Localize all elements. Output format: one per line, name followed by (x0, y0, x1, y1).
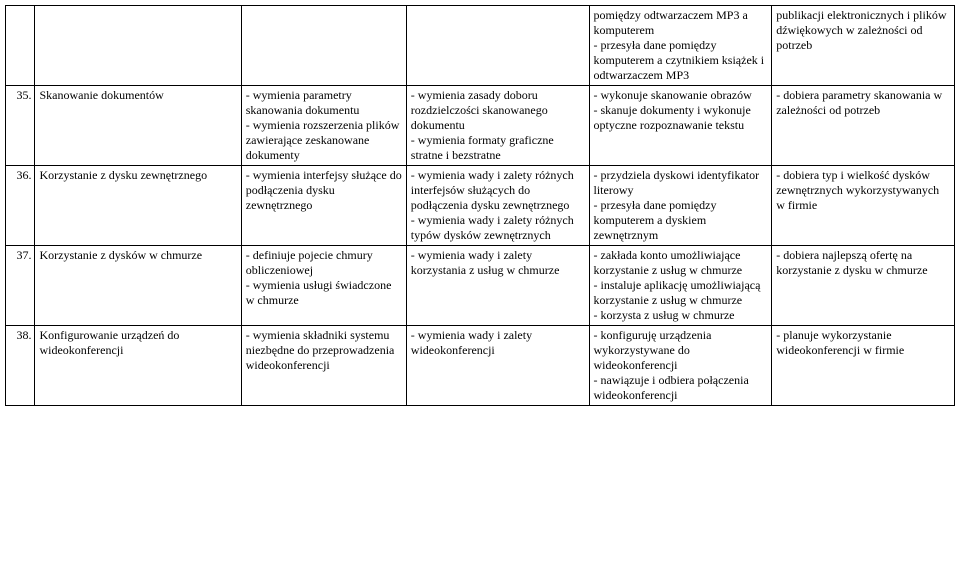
col5-cell: - zakłada konto umożliwiające korzystani… (589, 246, 772, 326)
col5-cell: - przydziela dyskowi identyfikator liter… (589, 166, 772, 246)
curriculum-table: pomiędzy odtwarzaczem MP3 a komputerem -… (5, 5, 955, 406)
col6-cell: - dobiera parametry skanowania w zależno… (772, 86, 955, 166)
topic-cell (35, 6, 241, 86)
row-number: 37. (6, 246, 35, 326)
topic-cell: Konfigurowanie urządzeń do wideokonferen… (35, 326, 241, 406)
col4-cell: - wymienia wady i zalety różnych interfe… (406, 166, 589, 246)
table-row: pomiędzy odtwarzaczem MP3 a komputerem -… (6, 6, 955, 86)
col3-cell: - wymienia parametry skanowania dokument… (241, 86, 406, 166)
col3-cell: - wymienia składniki systemu niezbędne d… (241, 326, 406, 406)
table-row: 35.Skanowanie dokumentów- wymienia param… (6, 86, 955, 166)
col3-cell (241, 6, 406, 86)
topic-cell: Korzystanie z dysków w chmurze (35, 246, 241, 326)
col3-cell: - wymienia interfejsy służące do podłącz… (241, 166, 406, 246)
col6-cell: publikacji elektronicznych i plików dźwi… (772, 6, 955, 86)
col6-cell: - planuje wykorzystanie wideokonferencji… (772, 326, 955, 406)
col5-cell: - konfiguruję urządzenia wykorzystywane … (589, 326, 772, 406)
col6-cell: - dobiera najlepszą ofertę na korzystani… (772, 246, 955, 326)
col5-cell: pomiędzy odtwarzaczem MP3 a komputerem -… (589, 6, 772, 86)
topic-cell: Skanowanie dokumentów (35, 86, 241, 166)
col6-cell: - dobiera typ i wielkość dysków zewnętrz… (772, 166, 955, 246)
col4-cell (406, 6, 589, 86)
row-number: 35. (6, 86, 35, 166)
col4-cell: - wymienia zasady doboru rozdzielczości … (406, 86, 589, 166)
table-row: 37.Korzystanie z dysków w chmurze- defin… (6, 246, 955, 326)
row-number: 38. (6, 326, 35, 406)
col3-cell: - definiuje pojecie chmury obliczeniowej… (241, 246, 406, 326)
table-row: 36.Korzystanie z dysku zewnętrznego- wym… (6, 166, 955, 246)
table-row: 38.Konfigurowanie urządzeń do wideokonfe… (6, 326, 955, 406)
col4-cell: - wymienia wady i zalety korzystania z u… (406, 246, 589, 326)
topic-cell: Korzystanie z dysku zewnętrznego (35, 166, 241, 246)
col5-cell: - wykonuje skanowanie obrazów - skanuje … (589, 86, 772, 166)
col4-cell: - wymienia wady i zalety wideokonferencj… (406, 326, 589, 406)
row-number: 36. (6, 166, 35, 246)
row-number (6, 6, 35, 86)
